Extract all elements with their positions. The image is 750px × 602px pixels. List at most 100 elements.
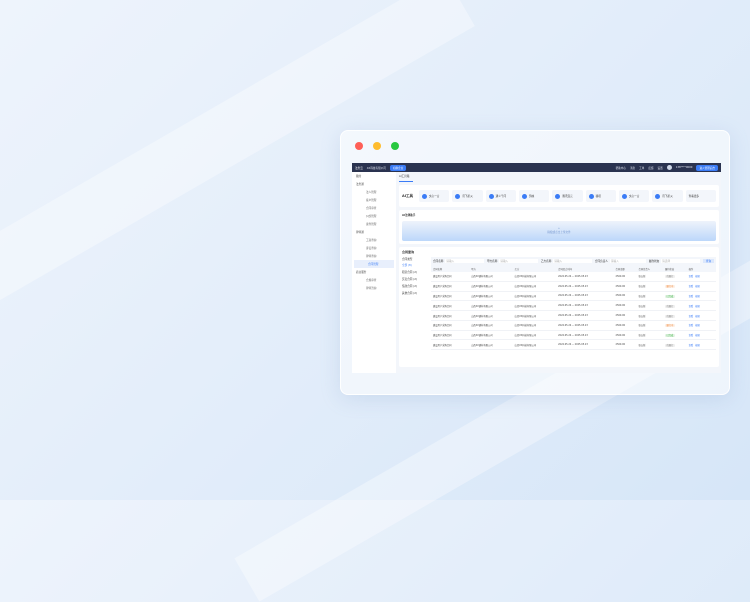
upload-area[interactable]: + 拖拽或点击上传文件 [402, 221, 716, 241]
cell-text: 张五新 [638, 314, 646, 318]
filter-input[interactable]: 请输入 [609, 259, 646, 263]
cell-text: 山西XX建材有限公司 [471, 314, 493, 318]
view-link[interactable]: 查看 [688, 314, 694, 318]
ai-tool-button[interactable]: 腾讯混元 [552, 190, 583, 202]
sidebar-item[interactable]: 法人管理 [366, 191, 377, 194]
table-cell: 2500.00 [613, 339, 637, 351]
view-link[interactable]: 查看 [688, 294, 694, 298]
sidebar-group[interactable]: 我的 [356, 175, 362, 178]
table-cell: 2500.00 [613, 310, 637, 321]
close-button[interactable] [355, 142, 363, 150]
category-item[interactable]: 其他合同 (2) [402, 291, 417, 295]
ai-tool-button[interactable]: 讯飞星火 [452, 190, 483, 202]
table-cell: 待履行 [662, 339, 687, 351]
nav-link[interactable]: 消息 [629, 166, 636, 170]
category-item[interactable]: 买卖合同 (2) [402, 277, 417, 281]
sidebar-item[interactable]: 客户管理 [366, 199, 377, 202]
sidebar-item[interactable]: 律师咨询 [366, 287, 377, 290]
cell-text: 2500.00 [615, 304, 626, 308]
cell-text: 张五新 [638, 304, 646, 308]
table-cell: 2500.00 [613, 320, 637, 331]
app: 法务云 XX科技有限公司 切换企业 帮助中心 消息 工单 反馈 设置 138**… [352, 163, 721, 373]
sidebar-item[interactable]: 合同管理 [354, 260, 394, 268]
sidebar-item[interactable]: 律师查询 [366, 255, 377, 258]
user-phone[interactable]: 138****0000 [675, 166, 693, 169]
sidebar-item[interactable]: 纠纷管理 [366, 215, 377, 218]
sidebar-item[interactable]: 合规审查 [366, 279, 377, 282]
cell-text: 山西XX建材有限公司 [471, 294, 493, 298]
table-row: 建设用户采购合同 山西XX建材有限公司 山西XX科技有限公司 2024.05.24 ~… [431, 330, 716, 341]
filter-input[interactable]: 请输入 [445, 259, 484, 263]
edit-link[interactable]: 编辑 [695, 275, 700, 279]
view-link[interactable]: 查看 [688, 304, 694, 308]
edit-link[interactable]: 编辑 [695, 294, 700, 298]
table-row: 建设用户采购合同 山西XX建材有限公司 山西XX科技有限公司 2024.05.24 ~… [431, 339, 716, 351]
search-button[interactable]: 查询 [702, 259, 715, 263]
nav-link[interactable]: 反馈 [648, 166, 654, 170]
more-tools-button[interactable]: 查看更多 [685, 190, 716, 202]
view-link[interactable]: 查看 [688, 285, 694, 289]
ai-tool-icon [488, 193, 494, 199]
sidebar-item[interactable]: 案件管理 [366, 223, 377, 226]
filter-input[interactable]: 请输入 [499, 259, 538, 263]
table-cell: 待履行 [662, 272, 687, 282]
sidebar-item[interactable]: 工商查询 [366, 239, 377, 242]
status-badge: 待履行 [664, 275, 675, 279]
ai-tool-button[interactable]: 文心一言 [419, 190, 450, 202]
nav-link[interactable]: 设置 [657, 166, 663, 170]
maximize-button[interactable] [391, 142, 399, 150]
sidebar-group[interactable]: 商业服务 [356, 271, 367, 274]
ai-tool-icon [555, 193, 561, 199]
edit-link[interactable]: 编辑 [695, 343, 700, 347]
ai-tool-label: 通义千问 [495, 195, 507, 198]
filter-input[interactable]: 请输入 [553, 259, 592, 263]
ai-tool-button[interactable]: 秘塔 [585, 190, 616, 202]
table-cell: 山西XX科技有限公司 [512, 300, 557, 312]
nav-link[interactable]: 工单 [639, 166, 645, 170]
column-header: 合同负责人 [636, 265, 663, 272]
ai-tool-label: 讯飞星火 [662, 195, 673, 198]
actions-cell: 查看 编辑 [686, 300, 716, 312]
avatar[interactable] [666, 165, 672, 170]
company-name: XX科技有限公司 [366, 166, 386, 170]
edit-link[interactable]: 编辑 [695, 304, 700, 308]
minimize-button[interactable] [373, 142, 381, 150]
view-link[interactable]: 查看 [688, 334, 694, 338]
sidebar-group[interactable]: 法务通 [356, 183, 364, 186]
admin-button[interactable]: 进入管理后台 [696, 164, 718, 171]
ai-tool-button[interactable]: 通义千问 [485, 190, 516, 202]
filter-label: 履约状态 [648, 260, 660, 263]
category-item[interactable]: 全部 (8) [402, 263, 412, 267]
view-link[interactable]: 查看 [688, 324, 694, 328]
edit-link[interactable]: 编辑 [695, 314, 700, 318]
ai-tool-button[interactable]: 剪映 [518, 190, 550, 202]
table-row: 建设用户采购合同 山西XX建材有限公司 山西XX科技有限公司 2024.05.24 ~… [431, 310, 716, 321]
sidebar-item[interactable]: 合同审查 [366, 207, 377, 210]
cell-text: 2500.00 [615, 333, 626, 337]
sidebar-item[interactable]: 诉讼查询 [366, 247, 377, 250]
column-header: 合同金额 [613, 265, 637, 272]
cell-text: 2500.00 [615, 294, 626, 298]
table-cell: 张五新 [636, 300, 663, 312]
table-row: 建设用户采购合同 山西XX建材有限公司 山西XX科技有限公司 2024.05.24 ~… [431, 320, 716, 331]
edit-link[interactable]: 编辑 [695, 285, 700, 289]
ai-tool-icon [422, 193, 427, 199]
cell-text: 建设用户采购合同 [433, 324, 452, 328]
ai-tool-button[interactable]: 讯飞星火 [652, 190, 683, 202]
cell-text: 山西XX科技有限公司 [514, 314, 537, 318]
filter-input[interactable]: 请选择 [661, 259, 700, 263]
cell-text: 建设用户采购合同 [433, 343, 452, 347]
category-item[interactable]: 租赁合同 (2) [402, 270, 417, 274]
actions-cell: 查看 编辑 [686, 339, 716, 351]
status-badge: 待履行 [664, 304, 675, 308]
switch-company-button[interactable]: 切换企业 [389, 164, 407, 171]
sidebar-group[interactable]: 律师通 [356, 231, 364, 234]
category-item[interactable]: 借款合同 (2) [402, 284, 417, 288]
nav-link[interactable]: 帮助中心 [615, 166, 626, 170]
edit-link[interactable]: 编辑 [695, 324, 700, 328]
view-link[interactable]: 查看 [688, 343, 694, 347]
view-link[interactable]: 查看 [688, 275, 694, 279]
edit-link[interactable]: 编辑 [695, 334, 700, 338]
ai-tool-button[interactable]: 文心一言 [618, 190, 650, 202]
table-cell: 建设用户采购合同 [431, 300, 470, 312]
